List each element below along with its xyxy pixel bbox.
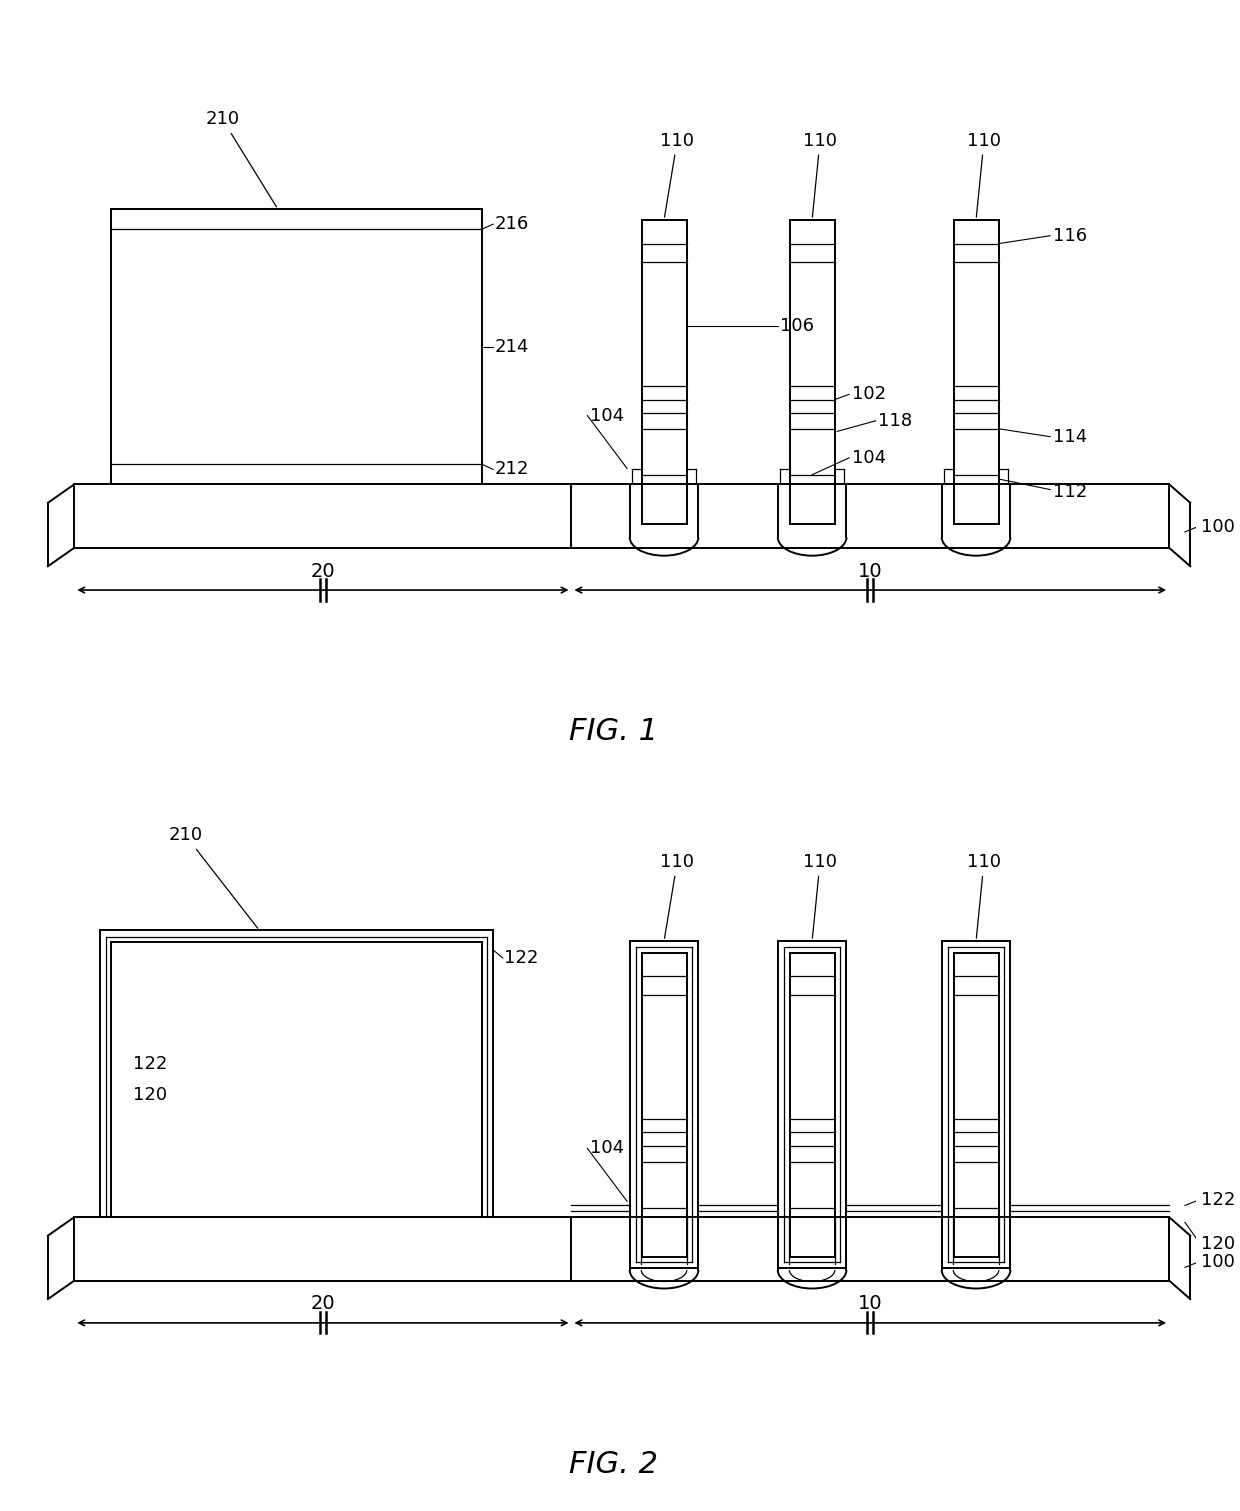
Text: 122: 122 <box>1200 1191 1235 1209</box>
Text: 104: 104 <box>852 449 885 467</box>
Text: 102: 102 <box>852 385 885 403</box>
Text: 100: 100 <box>1200 1253 1235 1271</box>
Text: 120: 120 <box>133 1086 166 1105</box>
Text: 210: 210 <box>206 110 277 207</box>
Text: 10: 10 <box>858 562 883 580</box>
Text: 110: 110 <box>804 131 837 218</box>
Text: 20: 20 <box>311 562 335 580</box>
Text: 114: 114 <box>1053 428 1087 446</box>
Text: 214: 214 <box>495 338 529 355</box>
Text: 212: 212 <box>495 461 529 479</box>
Text: 110: 110 <box>804 852 837 938</box>
Text: 116: 116 <box>1053 227 1087 245</box>
Text: 210: 210 <box>169 827 258 928</box>
Text: 104: 104 <box>590 1139 624 1157</box>
Text: 110: 110 <box>967 131 1001 218</box>
Text: 10: 10 <box>858 1295 883 1313</box>
Text: 110: 110 <box>660 852 694 938</box>
Text: 110: 110 <box>967 852 1001 938</box>
Text: 104: 104 <box>590 406 624 425</box>
Text: 100: 100 <box>1200 518 1235 535</box>
Text: 216: 216 <box>495 215 529 233</box>
Text: 112: 112 <box>1053 484 1087 502</box>
Text: 20: 20 <box>311 1295 335 1313</box>
Text: 106: 106 <box>780 317 815 334</box>
Text: FIG. 2: FIG. 2 <box>569 1451 658 1479</box>
Text: 120: 120 <box>1200 1234 1235 1253</box>
Text: FIG. 1: FIG. 1 <box>569 718 658 746</box>
Text: 110: 110 <box>660 131 694 218</box>
Text: 122: 122 <box>133 1055 167 1073</box>
Text: 118: 118 <box>878 413 913 429</box>
Text: 122: 122 <box>503 949 538 967</box>
